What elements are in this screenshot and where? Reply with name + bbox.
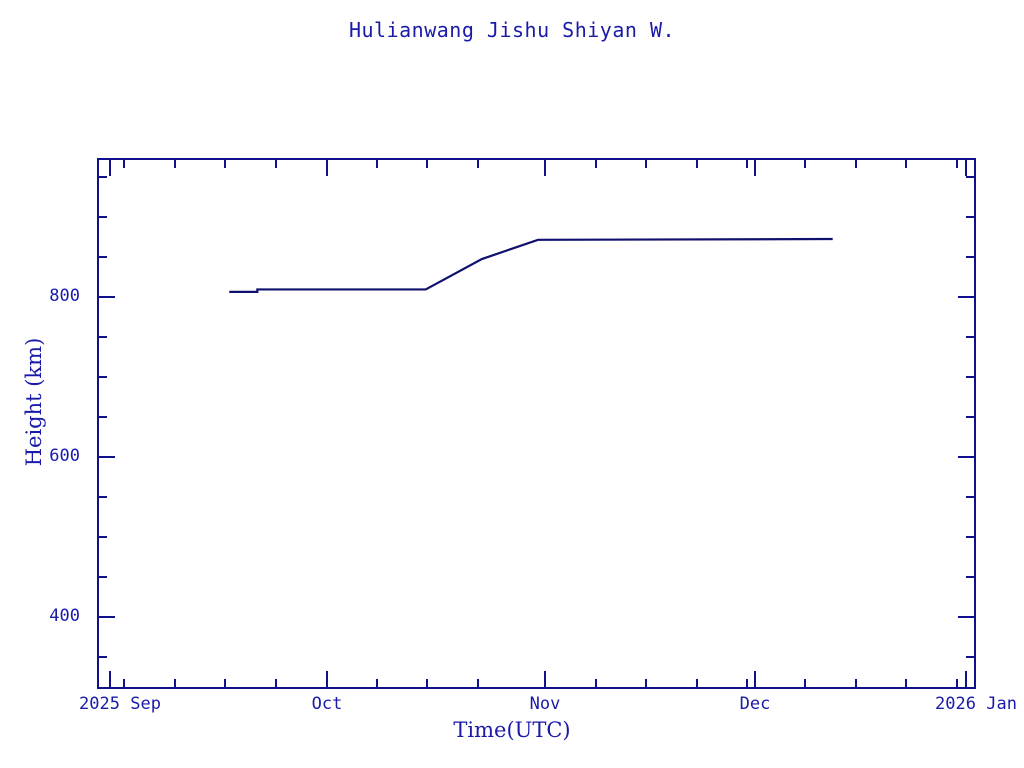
x-axis-major-ticks: [109, 671, 967, 688]
x-tick-label-sep: 2025 Sep: [79, 694, 161, 714]
x-tick-label-nov: Nov: [529, 694, 561, 714]
y-tick-label-400: 400: [49, 606, 80, 626]
x-tick-label-oct: Oct: [311, 694, 343, 714]
x-tick-label-dec: Dec: [739, 694, 771, 714]
y-axis-title: Height (km): [22, 337, 46, 467]
data-line-height: [229, 237, 833, 293]
y-axis-major-ticks: [98, 296, 115, 618]
y-tick-label-800: 800: [49, 286, 80, 306]
y-axis-minor-ticks: [98, 176, 107, 658]
x-axis-top-minor-ticks: [123, 159, 958, 168]
plot-frame: [97, 158, 976, 689]
x-axis-top-major-ticks: [109, 159, 967, 176]
x-axis-minor-ticks: [123, 679, 958, 688]
x-axis-title: Time(UTC): [453, 718, 571, 742]
chart-title: Hulianwang Jishu Shiyan W.: [348, 18, 676, 42]
x-tick-label-jan: 2026 Jan: [935, 694, 1017, 714]
y-axis-right-major-ticks: [958, 296, 975, 618]
y-axis-right-minor-ticks: [966, 176, 975, 658]
y-tick-label-600: 600: [49, 446, 80, 466]
